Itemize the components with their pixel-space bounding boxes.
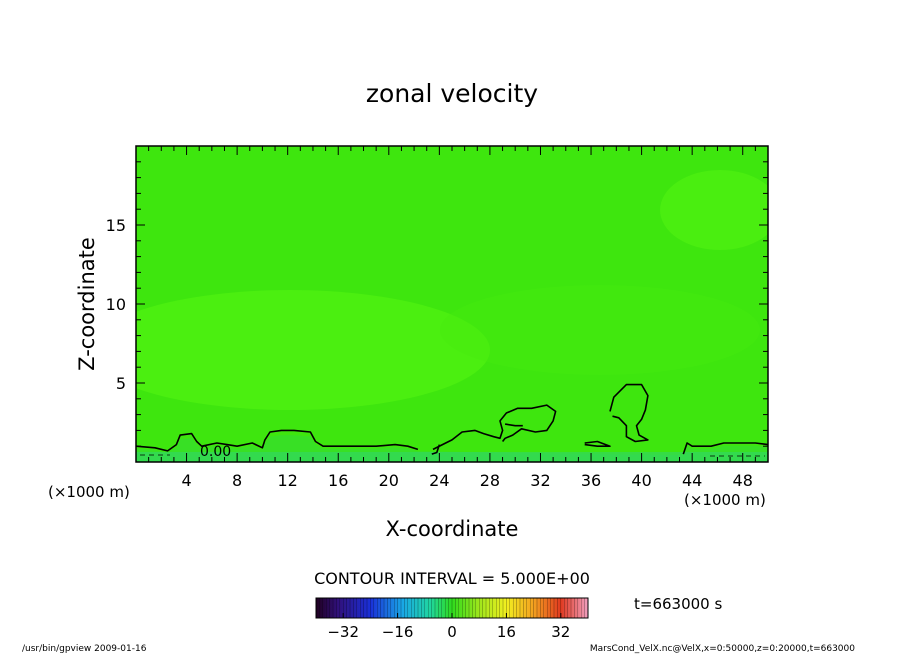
contour-line [432, 404, 557, 451]
x-tick-label: 8 [232, 471, 242, 490]
x-tick-label: 12 [278, 471, 298, 490]
x-axis-ticks: 4 8 12 16 20 24 28 32 36 40 44 48 [148, 146, 756, 490]
y-tick-label: 15 [106, 216, 126, 235]
x-tick-label: 28 [480, 471, 500, 490]
plot-area [136, 146, 768, 462]
colorbar-tick-label: −32 [327, 623, 359, 641]
contour-line [136, 429, 419, 452]
y-axis-title: Z-coordinate [75, 237, 99, 371]
contour-line [584, 440, 611, 448]
footer-right: MarsCond_VelX.nc@VelX,x=0:50000,z=0:2000… [590, 644, 855, 654]
colorbar-tick-label: 32 [551, 623, 570, 641]
footer-left: /usr/bin/gpview 2009-01-16 [22, 644, 147, 654]
colorbar-ticks: −32 −16 0 16 32 [327, 613, 570, 641]
x-tick-label: 48 [733, 471, 753, 490]
x-tick-label: 16 [328, 471, 348, 490]
field-shading [440, 285, 760, 375]
field-shading [660, 170, 768, 250]
x-tick-label: 36 [581, 471, 601, 490]
x-tick-label: 20 [379, 471, 399, 490]
contour-label: 0.00 [200, 444, 231, 460]
chart-title: zonal velocity [366, 79, 538, 108]
colorbar-tick-label: 0 [447, 623, 457, 641]
x-unit-label: (×1000 m) [684, 491, 766, 509]
colorbar-tick-label: −16 [382, 623, 414, 641]
contour-line [682, 442, 768, 455]
x-left-unit-label: (×1000 m) [48, 483, 130, 501]
zero-contours [136, 383, 768, 455]
x-axis-title: X-coordinate [386, 517, 519, 541]
time-label: t=663000 s [634, 595, 722, 613]
colorbar-tick-label: 16 [497, 623, 516, 641]
x-tick-label: 40 [631, 471, 651, 490]
y-axis-ticks: 5 10 15 [106, 161, 768, 447]
y-tick-label: 10 [106, 295, 126, 314]
x-tick-label: 24 [429, 471, 449, 490]
field-shading [136, 290, 490, 410]
x-tick-label: 32 [530, 471, 550, 490]
x-tick-label: 44 [682, 471, 702, 490]
contour-interval-text: CONTOUR INTERVAL = 5.000E+00 [314, 569, 590, 588]
contour-line [431, 444, 441, 455]
x-tick-label: 4 [181, 471, 191, 490]
contour-line [609, 383, 649, 443]
contour-line [504, 423, 523, 427]
y-tick-label: 5 [116, 374, 126, 393]
